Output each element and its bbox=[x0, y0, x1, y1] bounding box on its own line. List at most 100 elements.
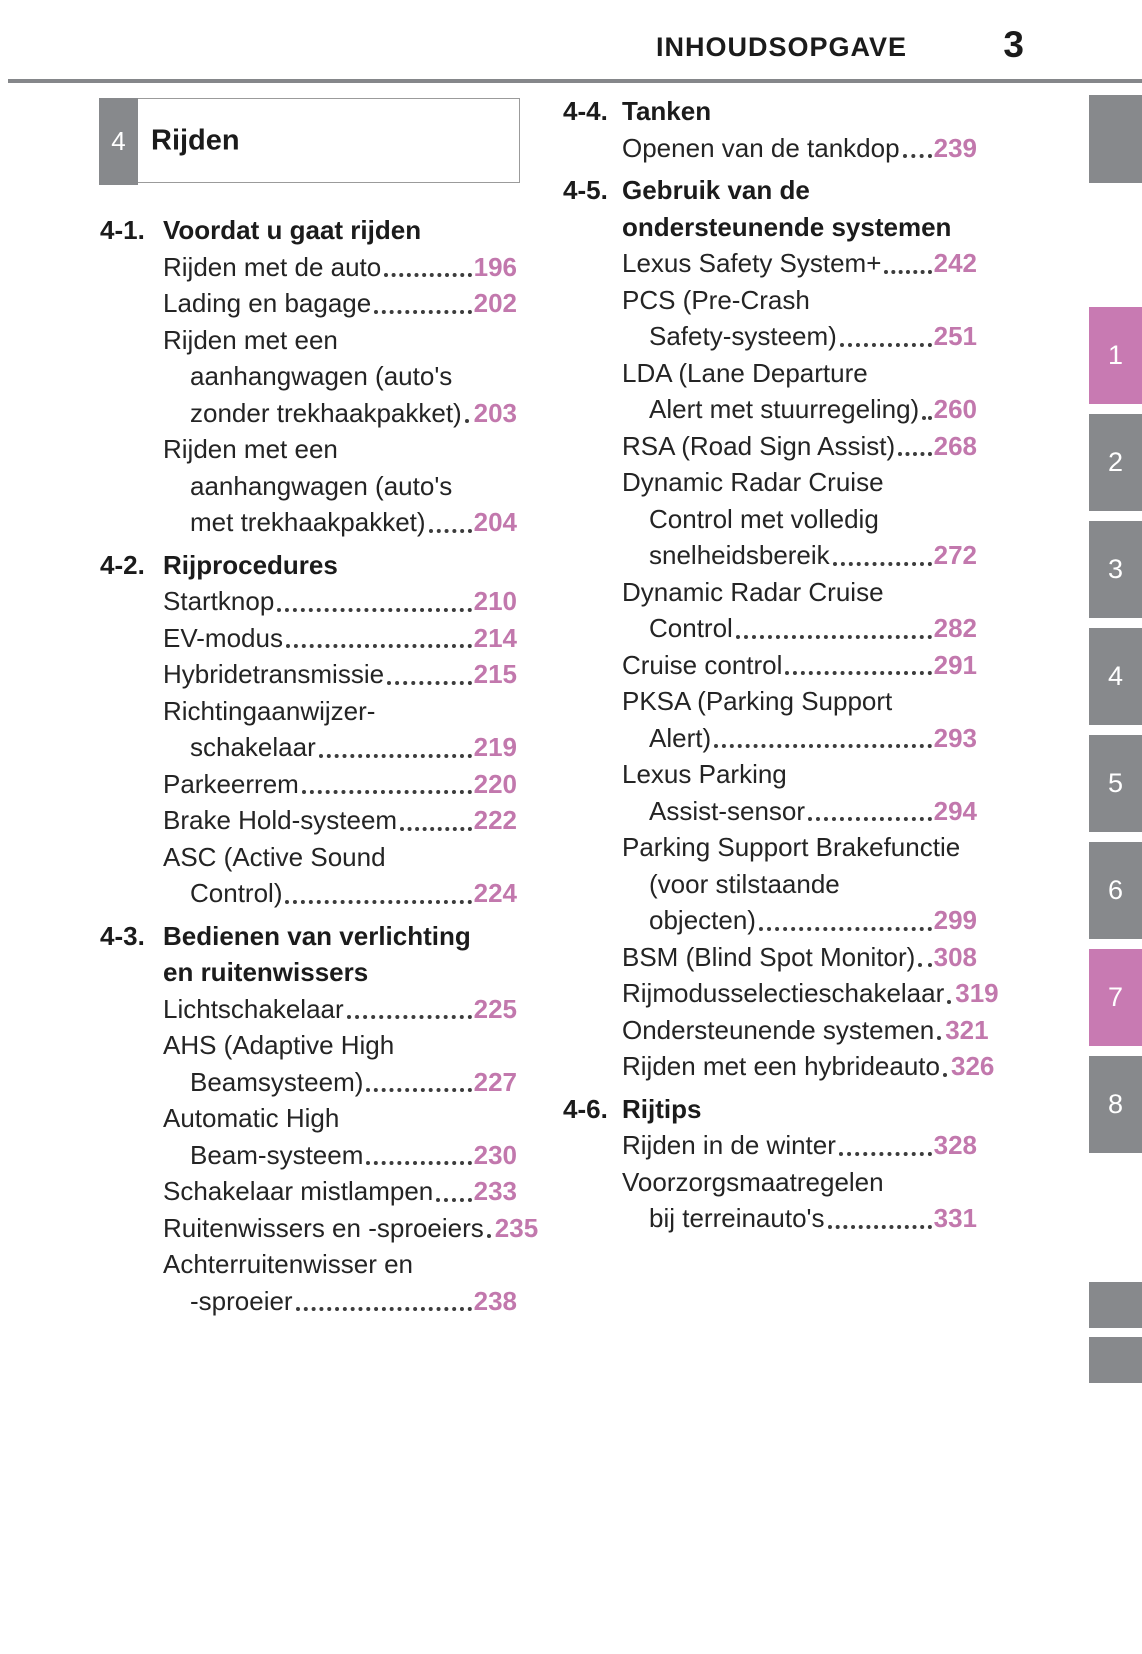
toc-entry-line: aanhangwagen (auto's bbox=[163, 468, 517, 505]
toc-entry: Cruise control 291 bbox=[622, 647, 977, 684]
toc-entry-line: LDA (Lane Departure bbox=[622, 355, 977, 392]
toc-column-right: 4-4. Tanken Openen van de tankdop 239 4-5. Ge… bbox=[563, 93, 999, 1237]
toc-entry-line: Schakelaar mistlampen 233 bbox=[163, 1173, 517, 1210]
toc-column-left: 4-1. Voordat u gaat rijden Rijden met de a… bbox=[100, 212, 538, 1320]
toc-entry-line: Brake Hold-systeem 222 bbox=[163, 802, 517, 839]
chapter-banner: 4 Rijden bbox=[99, 98, 520, 185]
toc-entry-line: -sproeier 238 bbox=[163, 1283, 517, 1320]
toc-entry-line: Startknop 210 bbox=[163, 583, 517, 620]
leader-dots bbox=[947, 999, 954, 1004]
toc-section-header: 4-1. Voordat u gaat rijden bbox=[100, 212, 517, 249]
toc-entry-line: Dynamic Radar Cruise bbox=[622, 464, 977, 501]
toc-entry-line: Cruise control 291 bbox=[622, 647, 977, 684]
toc-entry-text: Parkeerrem bbox=[163, 768, 299, 799]
toc-entry: EV-modus 214 bbox=[163, 620, 517, 657]
toc-entry: Startknop 210 bbox=[163, 583, 517, 620]
toc-entry-line: (voor stilstaande bbox=[622, 866, 977, 903]
toc-section-header: 4-2. Rijprocedures bbox=[100, 547, 517, 584]
toc-entry-text: Startknop bbox=[163, 586, 275, 616]
toc-entry: Rijden met een hybrideauto 326 bbox=[622, 1048, 994, 1085]
toc-entry-text: Achterruitenwisser en bbox=[163, 1249, 413, 1279]
chapter-title: Rijden bbox=[151, 124, 240, 156]
toc-entry-line: Richtingaanwijzer- bbox=[163, 693, 517, 730]
chapter-tab-label: 2 bbox=[1107, 447, 1124, 477]
toc-entry: Schakelaar mistlampen 233 bbox=[163, 1173, 517, 1210]
toc-entry-text: Ruitenwissers en -sproeiers bbox=[163, 1212, 484, 1243]
toc-entry-text: Beam-systeem bbox=[190, 1139, 364, 1170]
leader-dots bbox=[839, 342, 932, 347]
leader-dots bbox=[428, 528, 472, 533]
toc-section-title: Voordat u gaat rijden bbox=[163, 212, 517, 249]
leader-dots bbox=[918, 963, 932, 967]
leader-dots bbox=[898, 452, 932, 456]
toc-entry-line: Hybridetransmissie 215 bbox=[163, 656, 517, 693]
toc-page-number: 251 bbox=[933, 321, 977, 351]
leader-dots bbox=[384, 273, 472, 277]
toc-entry-line: Rijmodusselectieschakelaar 319 bbox=[622, 975, 999, 1012]
toc-entry: Ruitenwissers en -sproeiers 235 bbox=[163, 1210, 538, 1247]
toc-section-header: 4-5. Gebruik van de ondersteunende systeme… bbox=[563, 172, 977, 245]
chapter-tab-6: 6 bbox=[1089, 842, 1142, 939]
toc-entry-line: Rijden met de auto 196 bbox=[163, 249, 517, 286]
toc-section-number: 4-3. bbox=[100, 920, 145, 951]
toc-page-number: 299 bbox=[933, 905, 977, 935]
leader-dots bbox=[937, 1036, 944, 1040]
leader-dots bbox=[285, 899, 472, 904]
leader-dots bbox=[374, 309, 472, 314]
toc-page-number: 230 bbox=[473, 1139, 517, 1170]
toc-entry-line: RSA (Road Sign Assist) 268 bbox=[622, 428, 977, 465]
toc-page-number: 272 bbox=[933, 540, 977, 570]
toc-entry-text: objecten) bbox=[649, 905, 756, 935]
chapter-tab-3: 3 bbox=[1089, 521, 1142, 618]
toc-entry-text: Lichtschakelaar bbox=[163, 993, 344, 1024]
toc-page-number: 215 bbox=[473, 659, 517, 689]
toc-section-title-line: en ruitenwissers bbox=[163, 957, 369, 987]
toc-entry-text: Rijden met de auto bbox=[163, 251, 382, 282]
toc-section-body: Rijden in de winter 328 Voorzorgsmaatregel… bbox=[563, 1127, 977, 1237]
toc-entry-text: (voor stilstaande bbox=[649, 868, 840, 899]
toc-page-number: 319 bbox=[955, 978, 999, 1008]
toc-entry-text: RSA (Road Sign Assist) bbox=[622, 430, 896, 461]
toc-entry-text: Voorzorgsmaatregelen bbox=[622, 1166, 884, 1197]
toc-entry-line: bij terreinauto's 331 bbox=[622, 1200, 977, 1237]
toc-section-header: 4-4. Tanken bbox=[563, 93, 977, 130]
toc-section-number: 4-5. bbox=[563, 175, 608, 205]
toc-entry-line: Control met volledig bbox=[622, 501, 977, 538]
toc-entry-text: Lading en bagage bbox=[163, 288, 372, 318]
toc-page-number: 328 bbox=[933, 1130, 977, 1160]
leader-dots bbox=[387, 680, 472, 685]
chapter-tab-label: 6 bbox=[1107, 875, 1124, 905]
toc-entry-line: schakelaar 219 bbox=[163, 729, 517, 766]
toc-entry-line: Lading en bagage 202 bbox=[163, 285, 517, 322]
toc-entry-text: Safety-systeem) bbox=[649, 321, 837, 351]
toc-page-number: 225 bbox=[473, 993, 517, 1024]
toc-section-title: Gebruik van de ondersteunende systemen bbox=[622, 172, 977, 245]
toc-entry-line: Rijden in de winter 328 bbox=[622, 1127, 977, 1164]
leader-dots bbox=[301, 790, 472, 794]
toc-entry-text: zonder trekhaakpakket) bbox=[190, 397, 462, 428]
leader-dots bbox=[295, 1307, 472, 1311]
toc-entry-line: Achterruitenwisser en bbox=[163, 1246, 517, 1283]
toc-entry-text: -sproeier bbox=[190, 1285, 293, 1316]
toc-entry-text: schakelaar bbox=[190, 732, 316, 762]
toc-entry-text: PKSA (Parking Support bbox=[622, 686, 893, 716]
toc-entry-line: snelheidsbereik 272 bbox=[622, 537, 977, 574]
toc-entry-line: Ondersteunende systemen 321 bbox=[622, 1012, 989, 1049]
sidebar-marker bbox=[1089, 95, 1142, 183]
toc-entry: Dynamic Radar Cruise Control 282 bbox=[622, 574, 977, 647]
header-rule bbox=[8, 79, 1142, 83]
chapter-tab-4: 4 bbox=[1089, 628, 1142, 725]
toc-entry-text: Automatic High bbox=[163, 1103, 340, 1133]
toc-entry: Rijden in de winter 328 bbox=[622, 1127, 977, 1164]
toc-section-title-line: Voordat u gaat rijden bbox=[163, 215, 422, 245]
chapter-tab-2: 2 bbox=[1089, 414, 1142, 511]
toc-entry-line: Alert met stuurregeling) 260 bbox=[622, 391, 977, 428]
toc-entry: BSM (Blind Spot Monitor) 308 bbox=[622, 939, 977, 976]
leader-dots bbox=[758, 926, 932, 931]
toc-entry: Ondersteunende systemen 321 bbox=[622, 1012, 989, 1049]
toc-section-number: 4-1. bbox=[100, 215, 145, 245]
toc-entry-text: Rijden met een hybrideauto bbox=[622, 1051, 940, 1081]
toc-entry-text: Rijmodusselectieschakelaar bbox=[622, 978, 945, 1008]
toc-page-number: 268 bbox=[933, 430, 977, 461]
leader-dots bbox=[838, 1151, 932, 1156]
